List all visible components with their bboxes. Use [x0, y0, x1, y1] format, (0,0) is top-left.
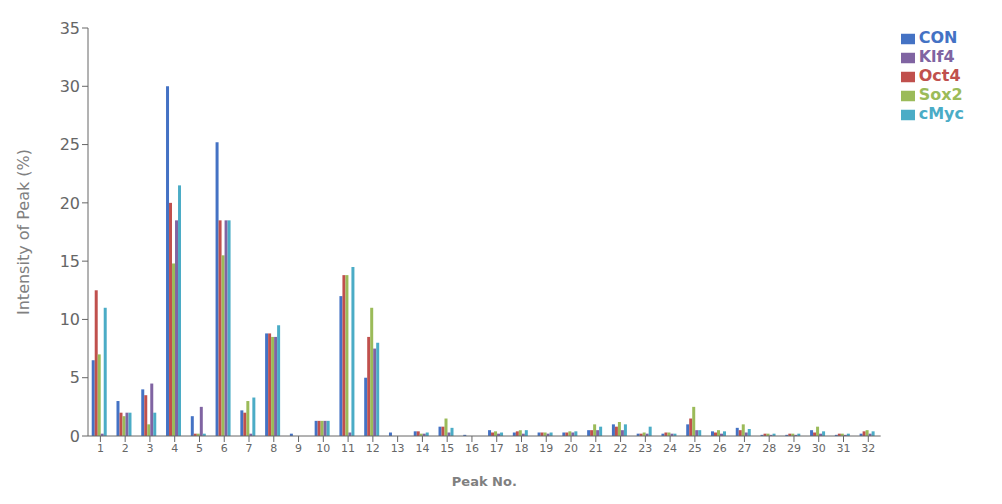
- svg-text:26: 26: [713, 442, 727, 455]
- svg-text:32: 32: [861, 442, 875, 455]
- svg-text:10: 10: [60, 310, 80, 329]
- svg-text:19: 19: [539, 442, 553, 455]
- svg-text:25: 25: [60, 135, 80, 154]
- svg-text:6: 6: [221, 442, 228, 455]
- html-text:Sox2: Sox2: [918, 85, 963, 104]
- svg-text:4: 4: [171, 442, 178, 455]
- svg-text:7: 7: [246, 442, 253, 455]
- svg-text:15: 15: [60, 252, 80, 271]
- svg-text:5: 5: [70, 368, 80, 387]
- svg-text:0: 0: [70, 427, 80, 446]
- svg-text:13: 13: [391, 442, 405, 455]
- svg-text:2: 2: [122, 442, 129, 455]
- svg-text:9: 9: [295, 442, 302, 455]
- svg-text:15: 15: [440, 442, 454, 455]
- svg-text:27: 27: [737, 442, 751, 455]
- svg-text:21: 21: [589, 442, 603, 455]
- svg-text:22: 22: [614, 442, 628, 455]
- svg-text:17: 17: [490, 442, 504, 455]
- svg-text:28: 28: [762, 442, 776, 455]
- svg-text:10: 10: [316, 442, 330, 455]
- svg-text:1: 1: [97, 442, 104, 455]
- svg-text:30: 30: [812, 442, 826, 455]
- svg-text:20: 20: [564, 442, 578, 455]
- svg-text:3: 3: [146, 442, 153, 455]
- svg-text:16: 16: [465, 442, 479, 455]
- svg-text:31: 31: [837, 442, 851, 455]
- html-text:CON: CON: [918, 28, 958, 47]
- svg-text:35: 35: [60, 19, 80, 38]
- svg-text:12: 12: [366, 442, 380, 455]
- svg-text:25: 25: [688, 442, 702, 455]
- svg-text:20: 20: [60, 194, 80, 213]
- svg-text:14: 14: [415, 442, 429, 455]
- svg-text:30: 30: [60, 77, 80, 96]
- svg-text:23: 23: [638, 442, 652, 455]
- html-text:Oct4: Oct4: [918, 66, 961, 85]
- svg-text:Peak No.: Peak No.: [452, 474, 517, 489]
- html-text:cMyc: cMyc: [918, 104, 964, 123]
- svg-text:18: 18: [514, 442, 528, 455]
- svg-text:11: 11: [341, 442, 355, 455]
- svg-text:5: 5: [196, 442, 203, 455]
- svg-text:29: 29: [787, 442, 801, 455]
- html-text:Klf4: Klf4: [918, 47, 955, 66]
- svg-text:24: 24: [663, 442, 677, 455]
- svg-text:8: 8: [270, 442, 277, 455]
- svg-text:Intensity of Peak (%): Intensity of Peak (%): [14, 149, 33, 315]
